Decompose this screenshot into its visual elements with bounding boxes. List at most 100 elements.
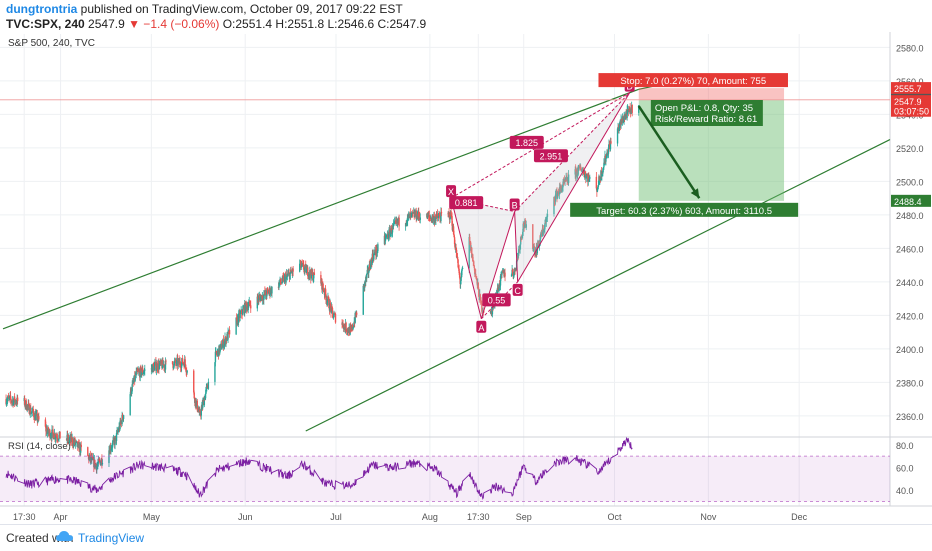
candle-body — [269, 292, 272, 295]
candle-body — [282, 276, 284, 277]
candle-body — [448, 213, 451, 220]
candle-body — [368, 271, 370, 274]
candle-body — [393, 221, 396, 223]
candle-body — [476, 277, 478, 280]
candle-body — [47, 427, 50, 434]
candle-body — [56, 438, 59, 440]
candle-body — [398, 217, 400, 227]
pivot-label: B — [512, 201, 518, 211]
pnl-label: Open P&L: 0.8, Qty: 35 — [655, 103, 753, 114]
y-tick-label: 2460.0 — [896, 244, 924, 254]
publish-header: dungtrontria published on TradingView.co… — [6, 2, 403, 16]
candle-body — [154, 363, 156, 366]
candle-body — [308, 274, 310, 277]
candle-body — [537, 240, 540, 245]
candle-body — [206, 385, 209, 388]
candle-body — [101, 458, 103, 465]
candle-body — [165, 360, 167, 362]
candle-body — [386, 234, 388, 236]
candle-body — [543, 229, 545, 233]
candle-body — [77, 442, 79, 448]
candle-body — [431, 219, 433, 222]
candle-body — [143, 372, 145, 374]
candle-body — [440, 211, 442, 222]
candle-body — [406, 214, 409, 222]
candle-body — [525, 224, 527, 228]
candle-body — [524, 220, 526, 227]
candle-body — [576, 169, 578, 175]
candle-body — [595, 176, 598, 189]
y-tick-label: 2380.0 — [896, 378, 924, 388]
candle-body — [498, 283, 501, 287]
candle-body — [30, 412, 32, 414]
ratio-box — [449, 196, 484, 210]
candle-body — [327, 296, 330, 299]
candle-body — [349, 327, 351, 335]
candle-body — [6, 398, 9, 402]
harmonic-leg — [450, 92, 630, 199]
candle-body — [499, 285, 501, 287]
candle-body — [561, 187, 564, 189]
candle-body — [457, 259, 459, 268]
candle-body — [605, 154, 608, 159]
candle-body — [439, 216, 441, 219]
candle-body — [451, 216, 453, 226]
candle-body — [59, 431, 61, 439]
candle-body — [602, 168, 604, 174]
candle-body — [524, 220, 526, 224]
candle-body — [540, 232, 543, 235]
candle-body — [365, 276, 367, 283]
candle-body — [407, 215, 410, 216]
candle-body — [129, 394, 131, 416]
candle-body — [512, 275, 515, 277]
candle-body — [584, 173, 586, 174]
candle-body — [566, 176, 568, 182]
candle-body — [36, 413, 39, 422]
candle-body — [491, 306, 494, 315]
candle-body — [618, 127, 620, 131]
candle-body — [9, 395, 12, 400]
y-tick-label: 2580.0 — [896, 43, 924, 53]
candle-body — [618, 123, 621, 128]
candle-body — [469, 241, 471, 243]
candle-body — [111, 447, 113, 449]
candle-body — [200, 408, 203, 416]
candle-body — [328, 298, 330, 309]
candle-body — [455, 248, 457, 250]
candle-body — [150, 368, 153, 370]
candle-body — [387, 234, 389, 238]
rr-label: Risk/Reward Ratio: 8.61 — [655, 114, 757, 125]
candle-body — [24, 398, 26, 406]
candle-body — [584, 173, 586, 177]
candle-body — [347, 328, 349, 332]
candle-body — [175, 359, 178, 365]
candle-body — [225, 338, 227, 345]
harmonic-leg — [514, 211, 519, 282]
y-tick-label: 2520.0 — [896, 144, 924, 154]
candle-body — [522, 223, 524, 232]
candle-body — [49, 430, 51, 438]
candle-body — [453, 234, 455, 238]
candle-body — [5, 402, 8, 405]
chart-canvas[interactable]: 2360.0 2380.0 2400.0 2420.0 2440.0 2460.0 2480… — [0, 32, 932, 522]
candle-body — [387, 237, 390, 239]
x-tick-label: 17:30 — [467, 512, 490, 522]
pivot-marker — [446, 185, 457, 198]
candle-body — [281, 282, 283, 284]
candle-body — [437, 216, 440, 218]
candle-body — [130, 391, 133, 394]
candle-body — [239, 313, 241, 318]
candle-body — [142, 368, 144, 374]
author-name[interactable]: dungtrontria — [6, 2, 78, 16]
candle-body — [620, 118, 623, 123]
candle-body — [164, 360, 167, 370]
candle-body — [579, 165, 581, 169]
target-label-box — [570, 202, 799, 217]
candle-body — [546, 214, 549, 217]
candle-body — [544, 223, 546, 230]
candle-body — [589, 176, 591, 179]
candle-body — [313, 272, 316, 276]
candle-body — [13, 396, 16, 403]
candle-body — [532, 248, 534, 250]
candle-body — [553, 196, 556, 202]
